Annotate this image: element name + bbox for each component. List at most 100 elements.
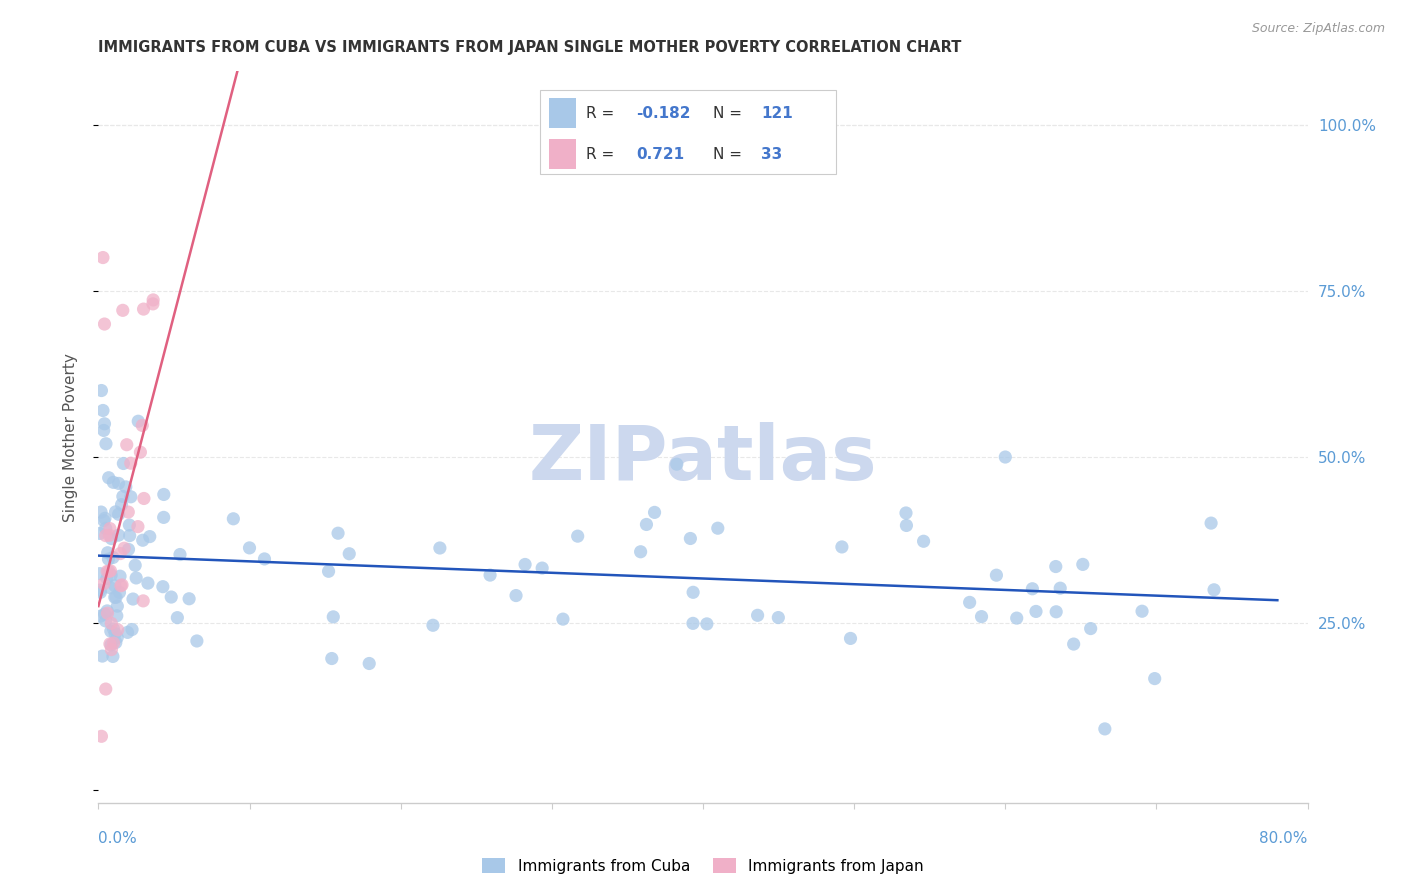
- Point: [104, 505, 127, 519]
- Point: [1005, 611, 1028, 625]
- Point: [422, 618, 444, 632]
- Point: [682, 616, 704, 631]
- Point: [894, 506, 917, 520]
- Point: [93, 576, 115, 591]
- Point: [186, 634, 208, 648]
- Point: [707, 521, 730, 535]
- Text: 121: 121: [761, 105, 793, 120]
- Point: [337, 547, 360, 561]
- Point: [94, 436, 117, 450]
- Point: [96, 565, 118, 579]
- Point: [111, 490, 134, 504]
- Point: [89, 526, 111, 541]
- Point: [89, 583, 111, 598]
- Point: [100, 568, 122, 582]
- Point: [152, 510, 174, 524]
- Text: 0.721: 0.721: [637, 146, 685, 161]
- Point: [169, 548, 191, 562]
- Point: [551, 612, 574, 626]
- Point: [105, 599, 128, 614]
- Point: [1202, 582, 1225, 597]
- Point: [107, 528, 129, 542]
- Point: [359, 657, 381, 671]
- Point: [132, 533, 155, 548]
- Point: [94, 528, 117, 542]
- Point: [91, 649, 114, 664]
- Point: [1130, 604, 1153, 618]
- Point: [89, 609, 111, 624]
- Point: [100, 638, 122, 652]
- Point: [105, 631, 128, 645]
- Point: [94, 614, 117, 628]
- Point: [131, 418, 153, 433]
- Point: [100, 564, 122, 578]
- Point: [89, 585, 111, 599]
- Point: [121, 623, 143, 637]
- Point: [93, 607, 115, 621]
- Text: N =: N =: [713, 146, 747, 161]
- Point: [98, 522, 121, 536]
- Point: [986, 568, 1008, 582]
- Point: [100, 532, 122, 546]
- Point: [679, 532, 702, 546]
- Point: [912, 534, 935, 549]
- Y-axis label: Single Mother Poverty: Single Mother Poverty: [63, 352, 77, 522]
- Point: [94, 521, 117, 535]
- Point: [118, 528, 141, 542]
- Point: [104, 635, 127, 649]
- Point: [91, 251, 114, 265]
- Point: [959, 595, 981, 609]
- Point: [127, 414, 149, 428]
- Point: [118, 518, 141, 533]
- Point: [91, 403, 114, 417]
- Point: [90, 505, 112, 519]
- Point: [96, 606, 118, 620]
- Point: [505, 589, 527, 603]
- Point: [105, 608, 128, 623]
- Legend: Immigrants from Cuba, Immigrants from Japan: Immigrants from Cuba, Immigrants from Ja…: [477, 852, 929, 880]
- Point: [97, 565, 120, 579]
- Point: [98, 581, 121, 595]
- Point: [479, 568, 502, 582]
- Point: [644, 505, 666, 519]
- Text: 33: 33: [761, 146, 782, 161]
- Point: [104, 579, 127, 593]
- Text: N =: N =: [713, 105, 747, 120]
- Point: [96, 604, 118, 618]
- Point: [970, 609, 993, 624]
- Point: [112, 457, 135, 471]
- Point: [513, 558, 536, 572]
- Point: [318, 564, 340, 578]
- Point: [96, 571, 118, 585]
- Point: [1045, 559, 1067, 574]
- Point: [1199, 516, 1222, 530]
- Point: [120, 456, 142, 470]
- Text: IMMIGRANTS FROM CUBA VS IMMIGRANTS FROM JAPAN SINGLE MOTHER POVERTY CORRELATION : IMMIGRANTS FROM CUBA VS IMMIGRANTS FROM …: [98, 40, 962, 55]
- Point: [132, 594, 155, 608]
- Point: [136, 576, 159, 591]
- Point: [124, 558, 146, 573]
- Point: [122, 592, 145, 607]
- Point: [747, 608, 769, 623]
- Point: [101, 649, 124, 664]
- Point: [1094, 722, 1116, 736]
- Point: [107, 508, 129, 522]
- Point: [108, 585, 131, 599]
- Point: [665, 457, 688, 471]
- Point: [139, 530, 162, 544]
- Point: [839, 632, 862, 646]
- Point: [630, 545, 652, 559]
- Point: [89, 566, 111, 581]
- Point: [93, 424, 115, 438]
- Point: [115, 438, 138, 452]
- Point: [97, 471, 120, 485]
- Point: [326, 526, 349, 541]
- Point: [1021, 582, 1043, 596]
- Point: [531, 561, 554, 575]
- Point: [100, 624, 122, 639]
- Point: [117, 625, 139, 640]
- Point: [1071, 558, 1094, 572]
- Point: [768, 610, 790, 624]
- Point: [1063, 637, 1085, 651]
- Point: [696, 616, 718, 631]
